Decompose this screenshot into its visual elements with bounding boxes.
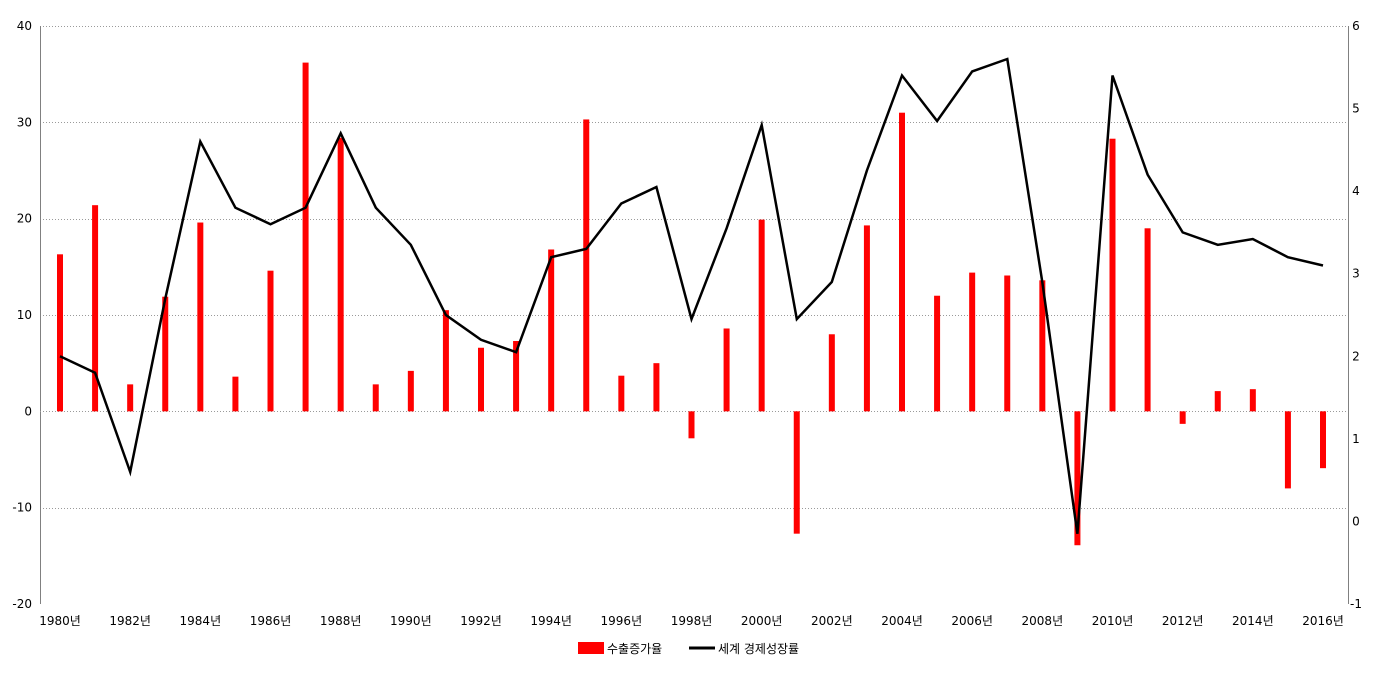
left-axis-ticks: -20 -10 0 10 20 30 40: [12, 19, 32, 611]
x-tick-label: 2004년: [881, 614, 923, 628]
bar-2014년: [1249, 389, 1256, 412]
left-tick-label: -20: [12, 597, 32, 611]
bar-1985년: [232, 376, 239, 412]
right-tick-label: 6: [1352, 19, 1360, 33]
bar-1996년: [618, 375, 625, 412]
bar-1982년: [127, 384, 134, 412]
x-tick-label: 1982년: [109, 614, 151, 628]
bar-2008년: [1039, 280, 1046, 412]
bar-2013년: [1214, 391, 1221, 412]
left-tick-label: -10: [12, 501, 32, 515]
right-tick-label: 2: [1352, 349, 1360, 363]
x-axis-ticks: 1980년 1982년 1984년 1986년 1988년 1990년 1992년 1994년…: [39, 614, 1344, 628]
bar-1983년: [162, 296, 169, 412]
x-tick-label: 1988년: [320, 614, 362, 628]
x-tick-label: 1994년: [530, 614, 572, 628]
left-tick-label: 40: [17, 19, 32, 33]
x-tick-label: 1992년: [460, 614, 502, 628]
x-tick-label: 2016년: [1302, 614, 1344, 628]
x-tick-label: 1998년: [671, 614, 713, 628]
legend: 수출증가율 세계 경제성장률: [578, 642, 799, 656]
bar-2009년: [1074, 411, 1081, 546]
x-tick-label: 2012년: [1162, 614, 1204, 628]
bar-1994년: [548, 249, 555, 412]
bar-1991년: [442, 310, 449, 412]
bar-2002년: [828, 334, 835, 412]
bar-2005년: [934, 295, 941, 412]
x-tick-label: 1990년: [390, 614, 432, 628]
x-tick-label: 2006년: [951, 614, 993, 628]
bar-2001년: [793, 411, 800, 534]
bar-2015년: [1284, 411, 1291, 489]
left-tick-label: 0: [24, 404, 32, 418]
x-tick-label: 2010년: [1092, 614, 1134, 628]
right-axis-ticks: -1 0 1 2 3 4 5 6: [1350, 19, 1362, 611]
x-tick-label: 2014년: [1232, 614, 1274, 628]
bar-2003년: [863, 225, 870, 412]
legend-label-export-growth: 수출증가율: [607, 642, 662, 656]
bar-2012년: [1179, 411, 1186, 424]
left-tick-label: 20: [17, 212, 32, 226]
bar-2010년: [1109, 138, 1116, 412]
bar-1990년: [407, 370, 414, 412]
bar-2007년: [1004, 275, 1011, 412]
series-line-world-growth: [59, 57, 1324, 534]
x-tick-label: 1980년: [39, 614, 81, 628]
bar-series: [57, 62, 1326, 546]
bar-2004년: [899, 112, 905, 412]
left-tick-label: 30: [17, 115, 32, 129]
bar-1981년: [92, 205, 99, 412]
bar-1987년: [302, 62, 309, 412]
bar-2006년: [969, 272, 976, 412]
x-tick-label: 1996년: [601, 614, 643, 628]
right-tick-label: 5: [1352, 102, 1360, 116]
bar-1989년: [372, 384, 379, 412]
bar-2011년: [1144, 228, 1151, 412]
x-tick-label: 1984년: [180, 614, 222, 628]
x-tick-label: 2008년: [1022, 614, 1064, 628]
bar-2016년: [1320, 411, 1326, 469]
bar-1999년: [723, 328, 730, 412]
x-tick-label: 2002년: [811, 614, 853, 628]
bar-1993년: [513, 341, 520, 412]
bar-1988년: [337, 137, 344, 412]
bar-2000년: [758, 219, 765, 412]
bar-1986년: [267, 270, 274, 412]
right-tick-label: 1: [1352, 432, 1360, 446]
left-tick-label: 10: [17, 308, 32, 322]
right-tick-label: 3: [1352, 267, 1360, 281]
legend-label-world-growth: 세계 경제성장률: [718, 642, 799, 656]
bar-1997년: [653, 363, 660, 412]
right-tick-label: 0: [1352, 514, 1360, 528]
bar-1995년: [583, 119, 590, 412]
bar-1980년: [57, 254, 63, 412]
legend-swatch-export-growth: [578, 642, 604, 654]
bar-1984년: [197, 222, 204, 412]
right-tick-label: 4: [1352, 184, 1360, 198]
x-tick-label: 2000년: [741, 614, 783, 628]
line-series: [59, 57, 1324, 534]
x-tick-label: 1986년: [250, 614, 292, 628]
right-tick-label: -1: [1350, 597, 1362, 611]
bar-1998년: [688, 411, 695, 439]
bar-1992년: [478, 347, 484, 412]
